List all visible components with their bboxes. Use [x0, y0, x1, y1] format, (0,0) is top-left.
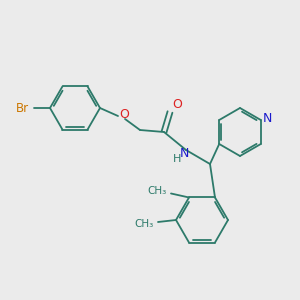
Text: N: N: [263, 112, 272, 125]
Text: CH₃: CH₃: [148, 187, 167, 196]
Text: O: O: [119, 109, 129, 122]
Text: Br: Br: [16, 101, 29, 115]
Text: CH₃: CH₃: [135, 219, 154, 229]
Text: N: N: [179, 147, 189, 160]
Text: O: O: [172, 98, 182, 111]
Text: H: H: [173, 154, 181, 164]
